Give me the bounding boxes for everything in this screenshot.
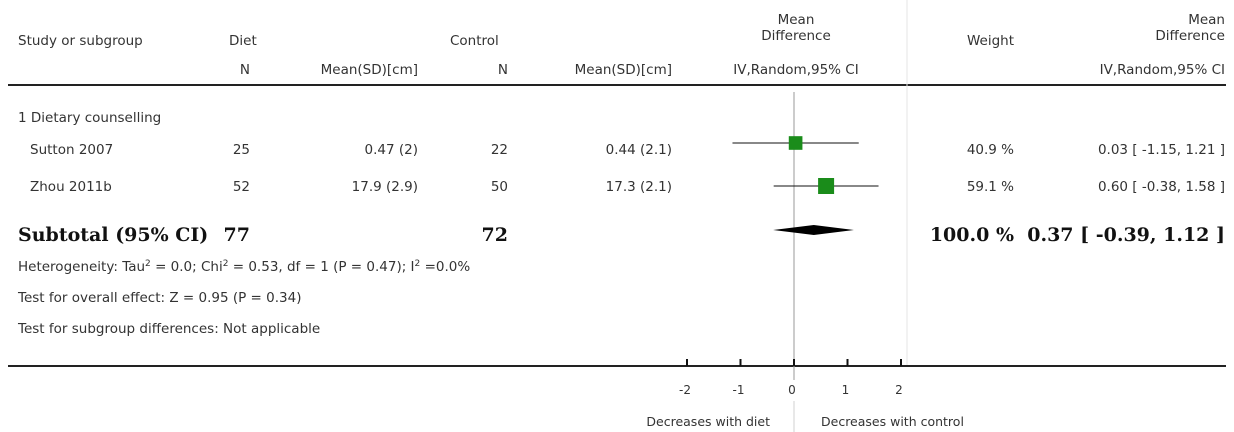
control-mean-sd: 17.3 (2.1) <box>605 179 672 195</box>
study-ci: 0.60 [ -0.38, 1.58 ] <box>1097 179 1225 195</box>
header-rule <box>8 84 1226 86</box>
subtotal-weight: 100.0 % <box>929 224 1014 246</box>
bottom-rule <box>8 365 1226 367</box>
favours-diet-label: Decreases with diet <box>646 414 770 429</box>
md2-column-header-line2: Difference <box>1155 28 1225 44</box>
effect-marker <box>818 178 835 194</box>
weight-column-header: Weight <box>966 33 1014 49</box>
study-column-header: Study or subgroup <box>18 33 143 49</box>
subtotal-label: Subtotal (95% CI) <box>18 224 209 246</box>
md-column-header-line1: Mean <box>777 12 815 28</box>
overall-effect-text: Test for overall effect: Z = 0.95 (P = 0… <box>18 290 302 306</box>
md-ci-header: IV,Random,95% CI <box>733 62 859 78</box>
subtotal-diet-n: 77 <box>223 224 250 246</box>
study-weight: 59.1 % <box>966 179 1014 195</box>
study-name: Zhou 2011b <box>30 179 112 195</box>
axis-tick-label: -2 <box>679 383 691 397</box>
md2-column-header-line1: Mean <box>1188 12 1225 28</box>
study-ci: 0.03 [ -1.15, 1.21 ] <box>1097 142 1225 158</box>
subtotal-ci: 0.37 [ -0.39, 1.12 ] <box>1027 224 1225 246</box>
control-mean-header: Mean(SD)[cm] <box>574 62 672 78</box>
pooled-diamond <box>773 225 854 235</box>
control-column-header: Control <box>450 33 499 49</box>
axis-tick-label: 1 <box>842 383 850 397</box>
control-n: 22 <box>490 142 508 158</box>
md-column-header-line2: Difference <box>761 28 831 44</box>
diet-mean-header: Mean(SD)[cm] <box>320 62 418 78</box>
diet-n: 52 <box>232 179 250 195</box>
md2-ci-header: IV,Random,95% CI <box>1099 62 1225 78</box>
control-n-header: N <box>497 62 508 78</box>
control-mean-sd: 0.44 (2.1) <box>605 142 672 158</box>
study-weight: 40.9 % <box>966 142 1014 158</box>
axis-tick-label: -1 <box>733 383 745 397</box>
diet-n-header: N <box>239 62 250 78</box>
effect-marker <box>788 136 803 150</box>
diet-column-header: Diet <box>229 33 257 49</box>
study-name: Sutton 2007 <box>30 142 114 158</box>
favours-control-label: Decreases with control <box>821 414 964 429</box>
axis-tick-label: 0 <box>788 383 796 397</box>
diet-n: 25 <box>232 142 250 158</box>
diet-mean-sd: 17.9 (2.9) <box>351 179 418 195</box>
group-label: 1 Dietary counselling <box>18 110 162 126</box>
heterogeneity-text: Heterogeneity: Tau2 = 0.0; Chi2 = 0.53, … <box>18 259 471 275</box>
subgroup-differences-text: Test for subgroup differences: Not appli… <box>18 321 321 337</box>
control-n: 50 <box>490 179 508 195</box>
subtotal-control-n: 72 <box>481 224 508 246</box>
diet-mean-sd: 0.47 (2) <box>364 142 418 158</box>
axis-tick-label: 2 <box>895 383 903 397</box>
